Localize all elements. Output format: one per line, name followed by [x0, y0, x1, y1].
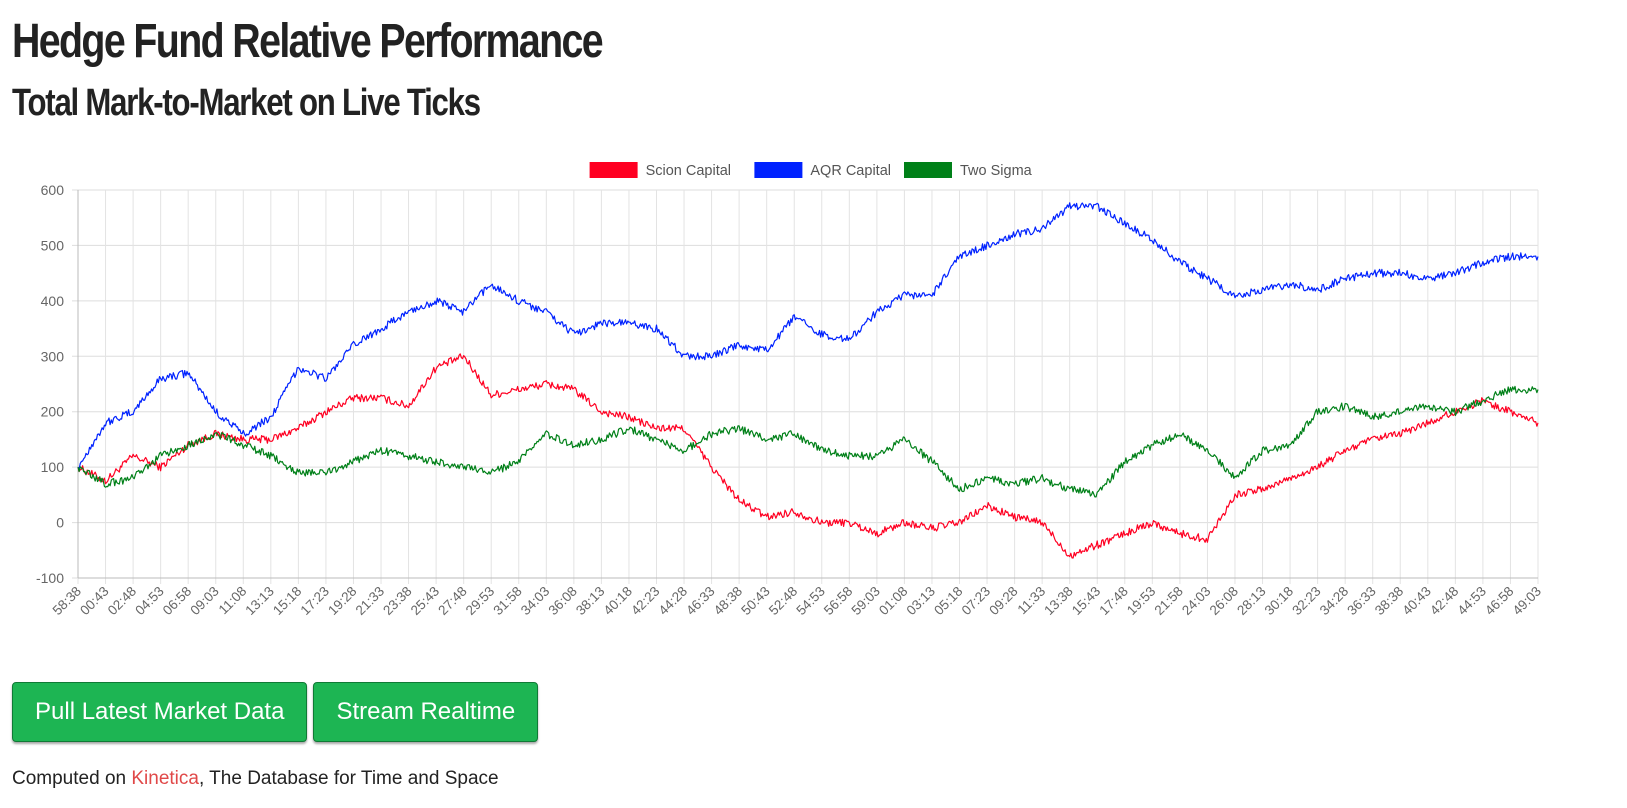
x-tick-label: 24:03 [1179, 584, 1214, 619]
series-line-scion-capital [77, 353, 1539, 559]
x-tick-label: 02:48 [105, 584, 140, 619]
page-subtitle: Total Mark-to-Market on Live Ticks [12, 82, 481, 124]
y-tick-label: 600 [41, 182, 65, 198]
x-tick-label: 15:18 [270, 584, 305, 619]
y-tick-label: 100 [41, 459, 65, 475]
x-tick-label: 28:13 [1234, 584, 1269, 619]
x-tick-label: 30:18 [1262, 584, 1297, 619]
x-axis-ticks: 58:3800:4302:4804:5306:5809:0311:0813:13… [50, 584, 1545, 619]
x-tick-label: 36:08 [545, 584, 580, 619]
x-tick-label: 15:43 [1069, 584, 1104, 619]
x-tick-label: 29:53 [463, 584, 498, 619]
chart-grid [72, 189, 1539, 584]
x-tick-label: 21:33 [353, 584, 388, 619]
x-tick-label: 46:33 [683, 584, 718, 619]
x-tick-label: 17:23 [298, 584, 333, 619]
x-tick-label: 32:23 [1289, 584, 1324, 619]
y-tick-label: -100 [36, 570, 64, 586]
x-tick-label: 21:58 [1152, 584, 1187, 619]
x-tick-label: 42:48 [1427, 584, 1462, 619]
x-tick-label: 03:13 [904, 584, 939, 619]
x-tick-label: 01:08 [876, 584, 911, 619]
legend-swatch-two-sigma[interactable] [904, 162, 952, 178]
y-tick-label: 0 [56, 515, 64, 531]
footer: Computed on Kinetica, The Database for T… [12, 768, 499, 790]
x-tick-label: 00:43 [77, 584, 112, 619]
y-axis-ticks: 600 500 400 300 200 100 0 -100 [36, 182, 64, 586]
x-tick-label: 52:48 [766, 584, 801, 619]
x-tick-label: 50:43 [738, 584, 773, 619]
x-tick-label: 59:03 [848, 584, 883, 619]
x-tick-label: 13:13 [242, 584, 277, 619]
x-tick-label: 09:28 [986, 584, 1021, 619]
x-tick-label: 40:43 [1399, 584, 1434, 619]
x-tick-label: 38:13 [573, 584, 608, 619]
pull-latest-market-data-button[interactable]: Pull Latest Market Data [12, 682, 308, 742]
x-tick-label: 26:08 [1207, 584, 1242, 619]
legend-swatch-aqr-capital[interactable] [754, 162, 803, 178]
x-tick-label: 05:18 [931, 584, 966, 619]
y-tick-label: 200 [41, 404, 65, 420]
legend-label-scion-capital[interactable]: Scion Capital [646, 163, 731, 179]
x-tick-label: 11:08 [216, 584, 250, 618]
x-tick-label: 19:53 [1124, 584, 1159, 619]
x-tick-label: 40:18 [601, 584, 636, 619]
x-tick-label: 46:58 [1482, 584, 1517, 619]
page-title: Hedge Fund Relative Performance [12, 15, 604, 68]
x-tick-label: 36:33 [1344, 584, 1379, 619]
action-buttons: Pull Latest Market Data Stream Realtime [12, 682, 539, 742]
x-tick-label: 11:33 [1014, 584, 1048, 618]
x-tick-label: 56:58 [821, 584, 856, 619]
x-tick-label: 44:53 [1455, 584, 1490, 619]
x-tick-label: 31:58 [490, 584, 525, 619]
legend-swatch-scion-capital[interactable] [589, 162, 638, 178]
series-line-two-sigma [77, 385, 1539, 498]
legend-label-aqr-capital[interactable]: AQR Capital [810, 163, 891, 179]
legend-label-two-sigma[interactable]: Two Sigma [960, 163, 1033, 179]
x-tick-label: 38:38 [1372, 584, 1407, 619]
stream-realtime-button[interactable]: Stream Realtime [313, 682, 539, 742]
x-tick-label: 34:28 [1317, 584, 1352, 619]
x-tick-label: 13:38 [1041, 584, 1076, 619]
footer-prefix: Computed on [12, 768, 132, 789]
series-line-aqr-capital [77, 202, 1539, 470]
x-tick-label: 04:53 [132, 584, 167, 619]
y-tick-label: 400 [41, 293, 65, 309]
x-tick-label: 48:38 [711, 584, 746, 619]
y-tick-label: 500 [41, 237, 65, 253]
chart-legend[interactable]: Scion Capital AQR Capital Two Sigma [589, 162, 1033, 179]
x-tick-label: 54:53 [793, 584, 828, 619]
x-tick-label: 58:38 [50, 584, 85, 619]
x-tick-label: 07:23 [959, 584, 994, 619]
performance-chart: Scion Capital AQR Capital Two Sigma 600 500… [36, 162, 1545, 619]
footer-suffix: , The Database for Time and Space [198, 768, 499, 789]
x-tick-label: 23:38 [380, 584, 415, 619]
x-tick-label: 27:48 [435, 584, 470, 619]
x-tick-label: 06:58 [160, 584, 195, 619]
y-tick-label: 300 [41, 348, 65, 364]
x-tick-label: 17:48 [1096, 584, 1131, 619]
kinetica-link[interactable]: Kinetica [131, 768, 199, 789]
x-tick-label: 34:03 [518, 584, 553, 619]
x-tick-label: 44:28 [656, 584, 691, 619]
x-tick-label: 19:28 [325, 584, 360, 619]
chart-series [77, 202, 1539, 559]
x-tick-label: 09:03 [187, 584, 222, 619]
x-tick-label: 42:23 [628, 584, 663, 619]
x-tick-label: 49:03 [1510, 584, 1545, 619]
x-tick-label: 25:43 [408, 584, 443, 619]
